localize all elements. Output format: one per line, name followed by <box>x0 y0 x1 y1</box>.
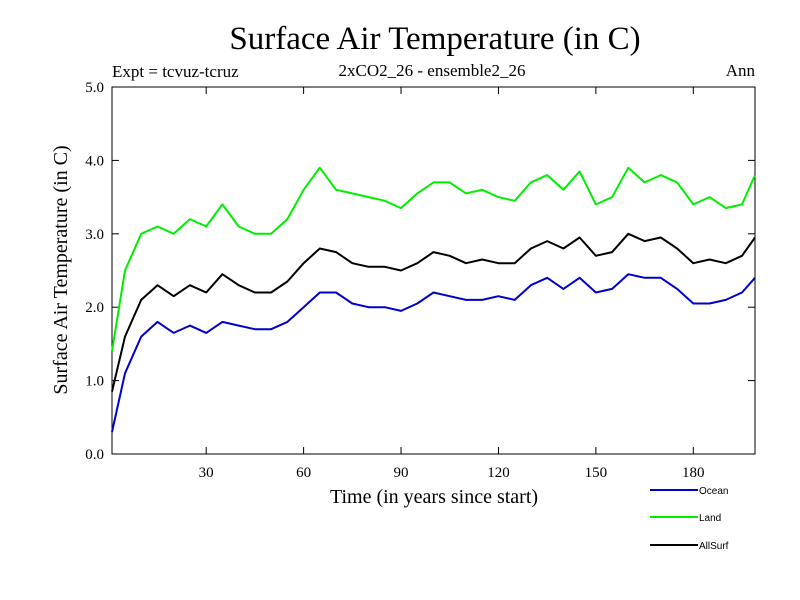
legend-label-ocean: Ocean <box>699 486 728 497</box>
y-tick-label: 2.0 <box>85 300 104 316</box>
y-tick-label: 0.0 <box>85 447 104 463</box>
series-line-ocean <box>111 273 756 433</box>
y-axis: 0.0 1.0 2.0 3.0 4.0 5.0 <box>85 80 755 463</box>
x-tick-label: 90 <box>394 465 409 481</box>
x-tick-label: 150 <box>585 465 608 481</box>
y-tick-label: 3.0 <box>85 227 104 243</box>
series-line-land <box>111 166 756 352</box>
series-lines <box>111 166 756 433</box>
y-tick-label: 1.0 <box>85 374 104 390</box>
series-line-allsurf <box>111 232 756 392</box>
x-tick-label: 120 <box>487 465 510 481</box>
y-axis-label: Surface Air Temperature (in C) <box>50 145 72 394</box>
experiment-label: Expt = tcvuz-tcruz <box>112 62 239 81</box>
x-tick-label: 60 <box>296 465 311 481</box>
legend-label-allsurf: AllSurf <box>699 541 729 552</box>
plot-frame <box>111 86 756 455</box>
chart-title: Surface Air Temperature (in C) <box>229 21 640 57</box>
x-axis-label: Time (in years since start) <box>330 486 538 508</box>
season-label: Ann <box>726 61 756 80</box>
x-tick-label: 180 <box>682 465 705 481</box>
y-tick-label: 4.0 <box>85 153 104 169</box>
plot-area: 0.0 1.0 2.0 3.0 4.0 5.0 30 60 90 120 150 180 <box>85 80 756 481</box>
legend: Ocean Land AllSurf <box>650 486 729 552</box>
chart-subtitle: 2xCO2_26 - ensemble2_26 <box>339 61 526 80</box>
x-tick-label: 30 <box>199 465 214 481</box>
y-tick-label: 5.0 <box>85 80 104 96</box>
legend-label-land: Land <box>699 513 721 524</box>
x-axis: 30 60 90 120 150 180 <box>199 87 705 481</box>
